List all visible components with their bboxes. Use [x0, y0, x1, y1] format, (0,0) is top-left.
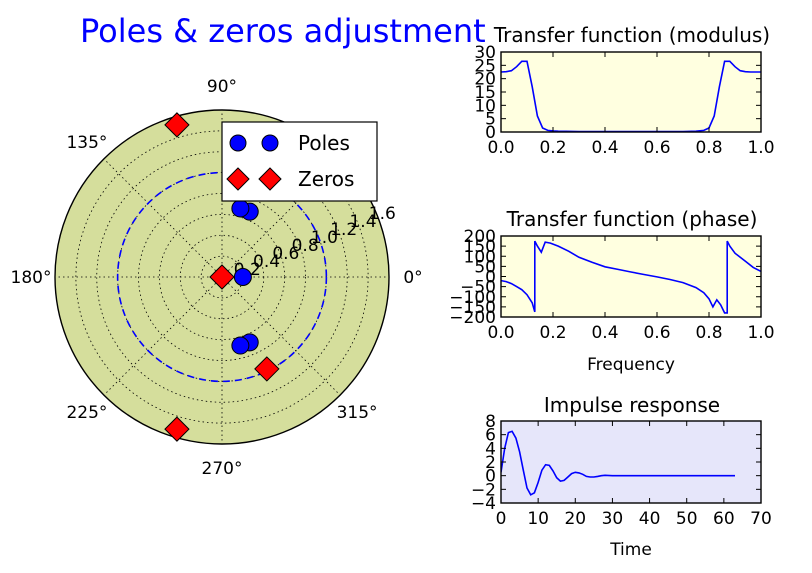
axes-background	[501, 236, 761, 317]
axes-background	[501, 421, 761, 503]
angle-tick-label: 0°	[403, 268, 422, 288]
legend-pole-marker	[229, 134, 247, 152]
x-tick-label: 0.2	[539, 323, 566, 343]
x-tick-label: 40	[639, 509, 661, 529]
y-tick-label: 10	[474, 96, 496, 116]
pole-marker[interactable]	[233, 268, 252, 286]
y-tick-label: 30	[474, 43, 496, 63]
x-tick-label: 0.4	[591, 138, 618, 158]
radial-tick-label: 1.4	[349, 212, 376, 232]
modulus-title: Transfer function (modulus)	[493, 23, 770, 47]
series-line	[501, 240, 761, 314]
impulse-xlabel: Time	[609, 540, 652, 560]
angle-tick-label: 315°	[337, 403, 378, 423]
phase-title: Transfer function (phase)	[506, 207, 758, 231]
radial-tick-label: 1.2	[330, 220, 357, 240]
angle-tick-label: 135°	[66, 133, 107, 153]
phase-plot[interactable]: 0.0 0.2 0.4 0.6 0.8 1.0 −200−150−100−500501001…	[449, 227, 774, 343]
x-tick-label: 20	[564, 509, 586, 529]
y-tick-label: −50	[460, 278, 496, 298]
y-tick-label: −2	[471, 480, 496, 500]
legend-frame	[221, 121, 378, 202]
x-tick-label: 30	[602, 509, 624, 529]
y-tick-label: −100	[449, 288, 496, 308]
angular-gridline	[221, 158, 341, 278]
x-tick-label: 0.4	[591, 323, 618, 343]
x-tick-label: 0.6	[643, 323, 670, 343]
phase-xlabel: Frequency	[587, 355, 675, 375]
x-tick-label: 50	[676, 509, 698, 529]
legend-zero-marker-2	[258, 167, 282, 191]
angle-tick-label: 180°	[11, 268, 52, 288]
radial-tick-label: 0.6	[272, 244, 299, 264]
zero-marker[interactable]	[254, 356, 280, 382]
y-tick-label: −4	[471, 494, 496, 514]
zero-marker[interactable]	[164, 416, 190, 442]
figure-title: Poles & zeros adjustment	[80, 12, 486, 50]
legend-poles-label: Poles	[298, 131, 350, 155]
y-tick-label: 100	[464, 247, 496, 267]
pole-marker[interactable]	[231, 336, 250, 355]
y-tick-label: 25	[474, 56, 496, 76]
y-tick-label: 8	[485, 412, 496, 432]
y-tick-label: 0	[485, 123, 496, 143]
x-tick-label: 0	[496, 509, 507, 529]
legend-zero-marker	[226, 167, 250, 191]
radial-tick-label: 0.8	[292, 236, 319, 256]
y-tick-label: 6	[485, 426, 496, 446]
x-tick-label: 70	[750, 509, 772, 529]
angular-gridline	[221, 276, 341, 396]
angle-tick-label: 90°	[207, 77, 237, 97]
angular-gridline	[103, 158, 223, 278]
y-tick-label: −200	[449, 308, 496, 328]
series-line	[501, 430, 735, 496]
y-tick-label: 200	[464, 227, 496, 247]
zero-marker[interactable]	[209, 264, 235, 290]
radial-gridline	[158, 213, 286, 341]
polar-frame	[54, 109, 390, 445]
y-tick-label: 4	[485, 439, 496, 459]
y-tick-label: 50	[474, 257, 496, 277]
x-tick-label: 0.6	[643, 138, 670, 158]
x-tick-label: 60	[713, 509, 735, 529]
y-tick-label: 150	[464, 237, 496, 257]
x-tick-label: 0.0	[487, 323, 514, 343]
y-tick-label: 0	[485, 268, 496, 288]
legend-zeros-label: Zeros	[298, 167, 354, 191]
angular-gridline	[103, 276, 223, 396]
unit-circle	[116, 171, 328, 383]
radial-gridline	[75, 130, 369, 424]
x-tick-label: 0.0	[487, 138, 514, 158]
y-tick-label: 2	[485, 453, 496, 473]
impulse-title: Impulse response	[544, 393, 720, 417]
legend: Poles Zeros	[221, 121, 378, 202]
angle-tick-label: 225°	[66, 403, 107, 423]
y-tick-label: 20	[474, 70, 496, 90]
x-tick-label: 10	[527, 509, 549, 529]
x-tick-label: 0.8	[695, 138, 722, 158]
radial-tick-label: 0.4	[253, 252, 280, 272]
x-tick-label: 1.0	[747, 323, 774, 343]
y-tick-label: −150	[449, 298, 496, 318]
angle-tick-label: 270°	[202, 459, 243, 479]
pole-marker[interactable]	[231, 199, 250, 218]
y-tick-label: 15	[474, 83, 496, 103]
y-tick-label: 5	[485, 110, 496, 130]
radial-tick-label: 1.6	[369, 204, 396, 224]
legend-pole-marker-2	[261, 134, 279, 152]
radial-tick-label: 1.0	[311, 228, 338, 248]
y-tick-label: 0	[485, 467, 496, 487]
x-tick-label: 1.0	[747, 138, 774, 158]
x-tick-label: 0.8	[695, 323, 722, 343]
x-tick-label: 0.2	[539, 138, 566, 158]
zero-marker[interactable]	[164, 112, 190, 138]
